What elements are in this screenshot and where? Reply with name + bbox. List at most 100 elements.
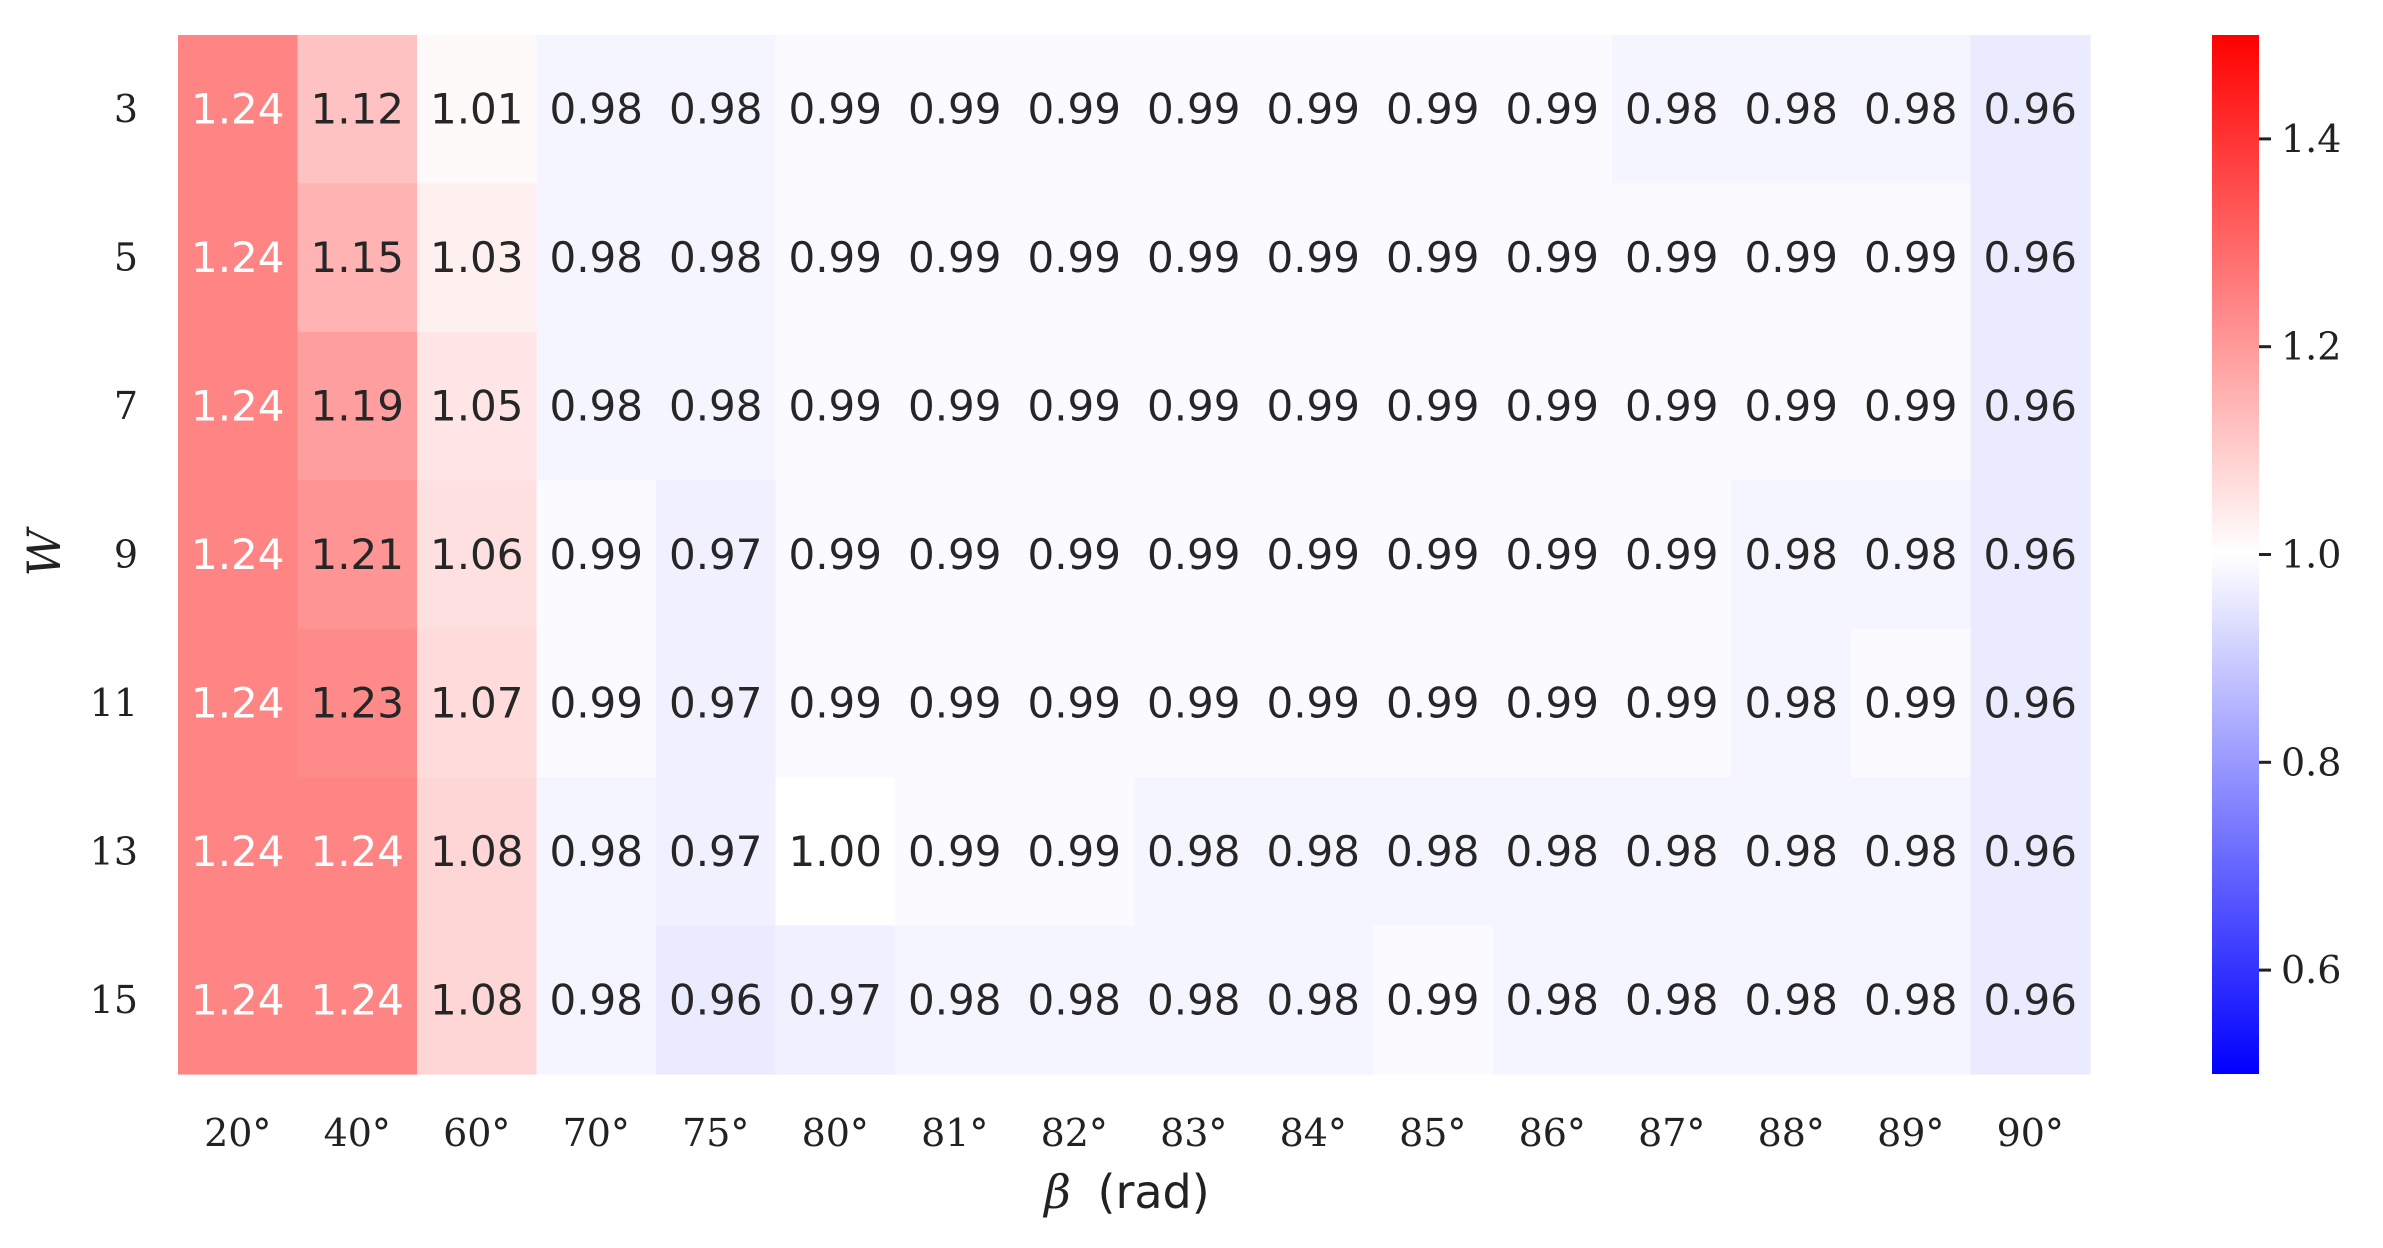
- heatmap-cell-label: 0.99: [908, 233, 1002, 282]
- heatmap-cell: [895, 35, 1016, 185]
- heatmap-cell-label: 0.98: [1864, 85, 1958, 134]
- heatmap-cell: [178, 35, 299, 185]
- heatmap-cell: [1731, 628, 1852, 778]
- heatmap-cell-label: 0.99: [1147, 530, 1241, 579]
- x-tick-label: 80°: [802, 1111, 869, 1155]
- heatmap-cell-label: 0.99: [1386, 530, 1480, 579]
- heatmap-cell-label: 0.98: [1266, 827, 1360, 876]
- heatmap-cell-label: 0.99: [1266, 530, 1360, 579]
- heatmap-cell: [417, 777, 538, 927]
- heatmap-cell-label: 0.99: [1625, 382, 1719, 431]
- heatmap-cell: [1134, 925, 1255, 1075]
- heatmap-cell-label: 1.24: [191, 85, 285, 134]
- heatmap-cell-label: 0.99: [1505, 233, 1599, 282]
- heatmap-cell: [297, 35, 418, 185]
- heatmap-cell: [1851, 480, 1972, 630]
- heatmap-cell: [775, 628, 896, 778]
- heatmap-cell-label: 0.99: [1386, 233, 1480, 282]
- heatmap-cell-label: 0.98: [1744, 678, 1838, 727]
- heatmap-cell-label: 0.99: [908, 678, 1002, 727]
- heatmap-cell-label: 0.98: [1864, 530, 1958, 579]
- heatmap-cell-label: 0.99: [1027, 382, 1121, 431]
- heatmap-cell-label: 0.98: [1744, 530, 1838, 579]
- heatmap-cell: [656, 628, 777, 778]
- heatmap-cell: [1373, 480, 1494, 630]
- x-tick-label: 85°: [1399, 1111, 1466, 1155]
- heatmap-cell: [1014, 925, 1135, 1075]
- heatmap-cell: [1134, 331, 1255, 481]
- heatmap-cell: [417, 35, 538, 185]
- heatmap-cell-label: 0.99: [1505, 382, 1599, 431]
- heatmap-cell: [1492, 35, 1613, 185]
- heatmap-cell-label: 0.97: [788, 975, 882, 1024]
- heatmap-cell-label: 0.98: [1147, 975, 1241, 1024]
- x-tick-label: 75°: [682, 1111, 749, 1155]
- heatmap-cell-label: 0.99: [788, 530, 882, 579]
- heatmap-cell-label: 0.98: [549, 382, 643, 431]
- heatmap-cell: [656, 777, 777, 927]
- x-tick-label: 87°: [1638, 1111, 1705, 1155]
- x-axis-ticks: 20° 40° 60° 70° 75° 80° 81° 82° 83° 84° 85° 86° 87° 8…: [204, 1111, 2064, 1155]
- heatmap-cell: [536, 331, 657, 481]
- colorbar-ticks: 0.6 0.8 1.0 1.2 1.4: [2259, 117, 2341, 992]
- colorbar-gradient: [2212, 35, 2259, 1074]
- x-tick-label: 88°: [1758, 1111, 1825, 1155]
- heatmap-cell-label: 0.99: [1505, 678, 1599, 727]
- heatmap-cell: [895, 331, 1016, 481]
- x-tick-label: 86°: [1519, 1111, 1586, 1155]
- heatmap-cell: [656, 35, 777, 185]
- heatmap-cell: [1612, 777, 1733, 927]
- heatmap-cell-label: 1.19: [310, 382, 404, 431]
- heatmap-cell: [1253, 925, 1374, 1075]
- heatmap-cell: [1612, 331, 1733, 481]
- heatmap-cell-label: 1.03: [430, 233, 524, 282]
- colorbar-tick-label: 0.8: [2281, 740, 2341, 784]
- x-tick-label: 84°: [1280, 1111, 1347, 1155]
- heatmap-cell: [1851, 331, 1972, 481]
- heatmap-cell-label: 1.24: [191, 382, 285, 431]
- heatmap-cell-label: 0.98: [1266, 975, 1360, 1024]
- heatmap-cell: [895, 183, 1016, 333]
- heatmap-cell-label: 0.98: [1744, 827, 1838, 876]
- heatmap-cell: [1373, 331, 1494, 481]
- heatmap-cell-label: 1.08: [430, 827, 524, 876]
- y-tick-label: 3: [114, 87, 138, 131]
- heatmap-cell: [775, 925, 896, 1075]
- heatmap-cell-label: 1.01: [430, 85, 524, 134]
- heatmap-cell-label: 0.99: [1266, 85, 1360, 134]
- heatmap-cell: [1014, 480, 1135, 630]
- heatmap-cell-label: 1.06: [430, 530, 524, 579]
- heatmap-cell-label: 0.99: [1027, 827, 1121, 876]
- x-tick-label: 81°: [921, 1111, 988, 1155]
- heatmap-cell: [536, 183, 657, 333]
- heatmap-cell-label: 0.99: [1864, 678, 1958, 727]
- heatmap-cell-label: 0.99: [1266, 233, 1360, 282]
- heatmap-cell: [895, 480, 1016, 630]
- heatmap-cell: [178, 925, 299, 1075]
- heatmap-cell-label: 0.98: [1864, 827, 1958, 876]
- heatmap-cell: [775, 35, 896, 185]
- heatmap-cell: [1253, 628, 1374, 778]
- x-axis-label-unit: (rad): [1098, 1165, 1210, 1219]
- heatmap-cell: [1851, 777, 1972, 927]
- heatmap-cell-label: 0.98: [669, 85, 763, 134]
- heatmap-cell-label: 0.99: [1744, 382, 1838, 431]
- heatmap-cell: [536, 35, 657, 185]
- heatmap-cell: [775, 480, 896, 630]
- y-axis-label: W: [17, 526, 71, 577]
- heatmap-cell-label: 1.24: [191, 678, 285, 727]
- heatmap-cell-label: 0.99: [1505, 85, 1599, 134]
- heatmap-cell-label: 1.24: [191, 233, 285, 282]
- colorbar-tick-label: 0.6: [2281, 948, 2341, 992]
- heatmap-cell: [1134, 480, 1255, 630]
- heatmap-cell-label: 0.99: [788, 85, 882, 134]
- heatmap-cell: [297, 777, 418, 927]
- heatmap-cell-label: 0.99: [1744, 233, 1838, 282]
- y-tick-label: 15: [90, 978, 138, 1022]
- heatmap-cell: [1970, 331, 2091, 481]
- heatmap-cell-label: 1.00: [788, 827, 882, 876]
- heatmap-cell: [1612, 35, 1733, 185]
- heatmap-cell: [417, 480, 538, 630]
- heatmap-cell: [775, 331, 896, 481]
- heatmap-cell: [297, 480, 418, 630]
